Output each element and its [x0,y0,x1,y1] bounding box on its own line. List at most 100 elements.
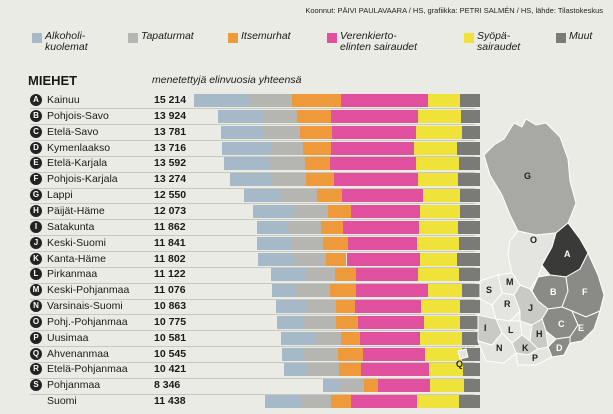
bar-segment-itsemurhat [323,236,348,250]
table-row: S Pohjanmaa 8 346 [30,378,480,393]
bar-segment-verenkierto [333,173,419,187]
bar-segment-alkoholi [224,157,270,171]
map-labels: G A B C D E F H I J KL M N O P Q R S [456,171,588,369]
region-letter-badge: O [30,315,42,328]
bar-segment-alkoholi [253,204,295,218]
region-letter-badge: S [30,379,42,392]
bar-segment-itsemurhat [330,284,357,298]
bar-segment-verenkierto [329,157,417,171]
row-separator [30,298,475,300]
region-label: Pohj.-Pohjanmaa [47,315,128,328]
map-region-q [457,348,469,360]
total-label: 10 545 [154,347,187,360]
region-label: Kainuu [47,94,80,106]
table-row: G Lappi 12 550 [30,188,481,203]
total-label: 13 592 [154,157,187,170]
total-label: 10 581 [154,331,187,344]
bar-segment-alkoholi [257,236,292,250]
region-letter-badge: E [30,157,42,170]
table-row: D Kymenlaakso 13 716 [30,141,481,156]
total-label: 10 421 [154,363,187,376]
bar-segment-muut [461,284,481,298]
bar-segment-syopa [427,284,462,298]
row-separator [30,140,475,141]
bar-segment-itsemurhat [338,347,363,361]
region-label: Etelä-Pohjanmaa [47,363,128,376]
legend-swatch [556,33,566,43]
table-row: L Pirkanmaa 11 122 [30,267,480,282]
bar-segment-syopa [420,331,462,345]
bar-segment-tapaturmat [300,395,331,409]
bar-segment-itsemurhat [305,157,330,171]
bar-segment-itsemurhat [305,173,334,187]
bar-segment-itsemurhat [320,220,344,234]
bar-segment-itsemurhat [335,315,359,329]
bar-segment-syopa [413,141,458,155]
map-label: S [486,285,492,295]
bar-segment-verenkierto [331,109,418,123]
bar-segment-tapaturmat [281,189,318,203]
bar-segment-tapaturmat [303,315,336,329]
bar-segment-alkoholi [222,141,272,155]
bar-segment-muut [459,204,481,218]
bar-segment-syopa [417,395,459,409]
bar-segment-alkoholi [270,268,305,282]
total-label: 13 716 [154,141,187,154]
bar-segment-muut [461,331,481,345]
bar-segment-verenkierto [340,94,429,107]
bar-segment-verenkierto [355,268,418,282]
source-credit: Koonnut: PÄIVI PAULAVAARA / HS, grafiikk… [305,6,603,15]
row-separator [30,235,475,237]
bar-segment-syopa [420,204,460,218]
bar-segment-tapaturmat [314,331,342,345]
bar-segment-tapaturmat [294,204,329,218]
map-label: P [532,353,538,363]
bar-segment-verenkierto [341,189,423,203]
region-label: Suomi [47,395,77,408]
bar-segment-itsemurhat [299,125,332,139]
map-label: B [550,287,557,297]
map-region-o [507,230,557,290]
bar-segment-alkoholi [264,395,301,409]
bar-segment-itsemurhat [335,300,355,314]
bar-segment-syopa [424,347,463,361]
bar-segment-alkoholi [194,94,249,107]
bar-segment-muut [458,236,480,250]
total-label: 8 346 [154,379,181,392]
table-row: O Pohj.-Pohjanmaa 10 775 [30,315,481,330]
row-separator [30,330,475,332]
total-label: 12 550 [154,189,187,202]
region-letter-badge: G [30,189,42,202]
total-label: 11 862 [154,220,186,233]
bar-segment-itsemurhat [317,189,342,203]
map-label: M [506,277,514,287]
row-separator [30,393,475,395]
bar-segment-tapaturmat [304,347,339,361]
bar-segment-muut [460,94,481,107]
bar-segment-syopa [417,109,461,123]
row-separator [30,108,475,110]
region-label: Pohjois-Karjala [47,173,118,186]
region-label: Satakunta [47,220,95,233]
row-separator [30,187,475,189]
bar-segment-muut [462,363,481,377]
map-label: C [558,319,565,329]
region-letter-badge: P [30,331,42,344]
region-label: Ahvenanmaa [47,347,109,360]
map-label: Q [456,359,463,369]
bar-segment-syopa [428,363,463,377]
bar-segment-verenkierto [356,284,428,298]
legend-swatch [228,33,238,43]
bar-segment-tapaturmat [287,220,321,234]
bar-segment-syopa [418,173,458,187]
bar-segment-alkoholi [258,252,294,266]
bar-segment-muut [460,109,481,123]
row-separator [30,314,475,316]
bar-segment-verenkierto [360,331,421,345]
bar-segment-muut [460,300,481,314]
region-letter-badge: I [30,220,42,233]
region-label: Uusimaa [47,331,89,344]
legend-label: Verenkierto- elinten sairaudet [340,30,418,53]
bar-segment-verenkierto [354,300,421,314]
bar-segment-syopa [417,236,459,250]
